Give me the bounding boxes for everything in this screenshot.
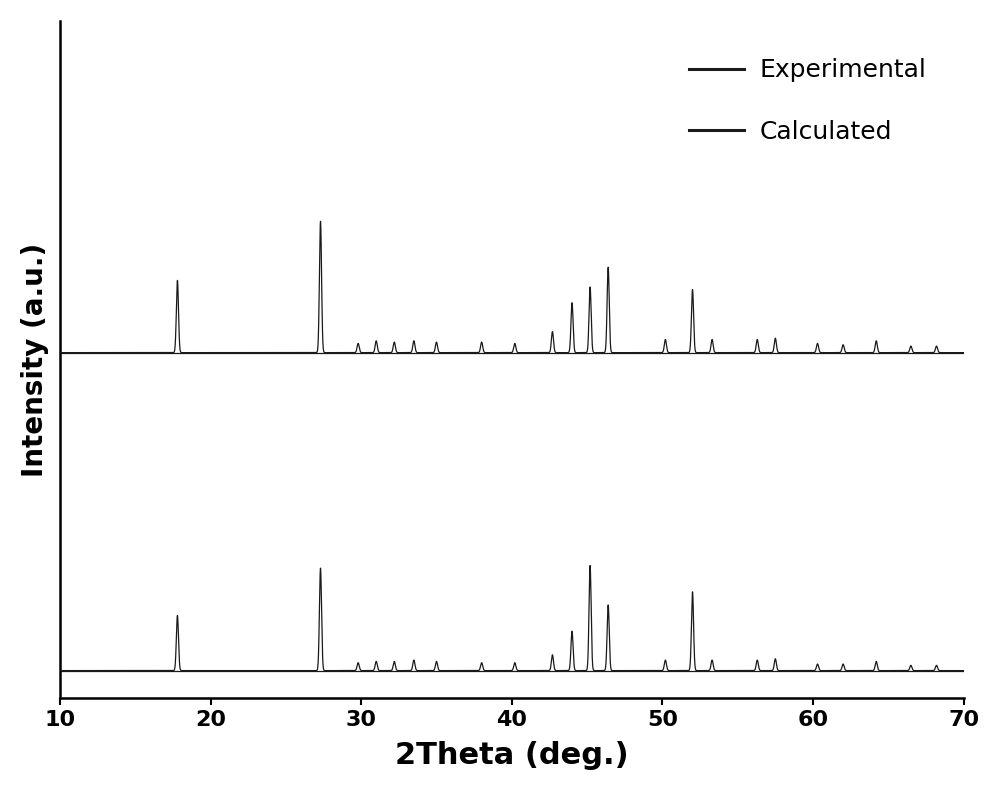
X-axis label: 2Theta (deg.): 2Theta (deg.) [395, 741, 629, 770]
Legend: Experimental, Calculated: Experimental, Calculated [664, 33, 951, 168]
Y-axis label: Intensity (a.u.): Intensity (a.u.) [21, 242, 49, 477]
